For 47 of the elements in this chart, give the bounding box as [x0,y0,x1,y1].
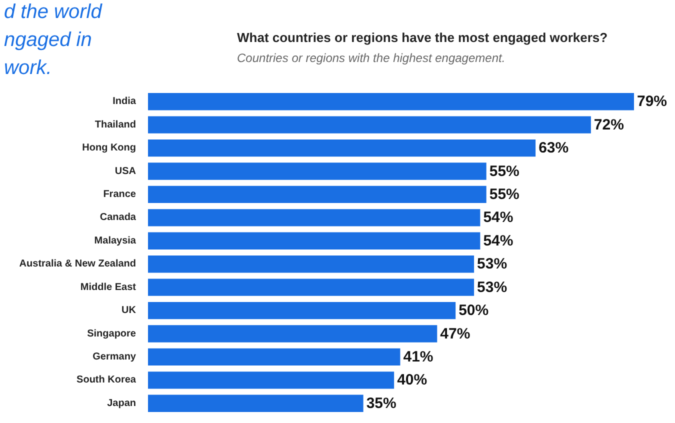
data-label: 40% [397,372,428,389]
data-label: 55% [489,162,520,180]
y-tick-label: UK [122,305,137,316]
data-label: 55% [489,186,520,203]
data-label: 53% [477,278,508,296]
y-tick-label: Japan [107,398,136,409]
y-tick-label: Singapore [87,328,136,340]
bar [148,139,536,157]
y-tick-label: Canada [100,212,136,224]
bar [148,394,364,412]
text: d the world [4,1,103,23]
y-tick-label: India [112,96,136,108]
bar [148,162,486,180]
bar [148,325,438,342]
text: ngaged in [4,29,92,51]
data-label: 54% [483,232,514,250]
data-label: 63% [538,140,569,157]
bar [148,186,486,204]
bar [148,278,474,296]
data-label: 54% [483,209,514,226]
bar [148,93,634,110]
y-tick-label: USA [114,166,136,177]
data-label: 47% [440,325,470,342]
text: work. [4,57,52,79]
data-label: 35% [366,394,396,412]
chart-subtitle: Countries or regions with the highest engagement. [237,51,506,65]
y-tick-label: Thailand [94,119,136,130]
data-label: 50% [458,302,489,320]
y-tick-label: Hong Kong [82,142,136,154]
data-label: 53% [477,256,508,273]
bar [148,232,480,250]
y-tick-label: France [103,188,136,200]
bar [148,372,394,389]
y-tick-label: Malaysia [94,235,136,246]
bar [148,116,591,134]
y-tick-label: Middle East [80,282,137,293]
data-label: 72% [594,116,624,134]
bar [148,348,400,366]
bar [148,302,456,320]
y-tick-label: Germany [92,351,136,362]
data-label: 79% [637,93,668,110]
bar [148,209,480,226]
bar [148,256,474,273]
y-tick-label: South Korea [76,374,136,386]
data-label: 41% [403,348,434,366]
chart-title: What countries or regions have the most engaged workers? [237,30,608,45]
y-tick-label: Australia & New Zealand [19,258,136,270]
